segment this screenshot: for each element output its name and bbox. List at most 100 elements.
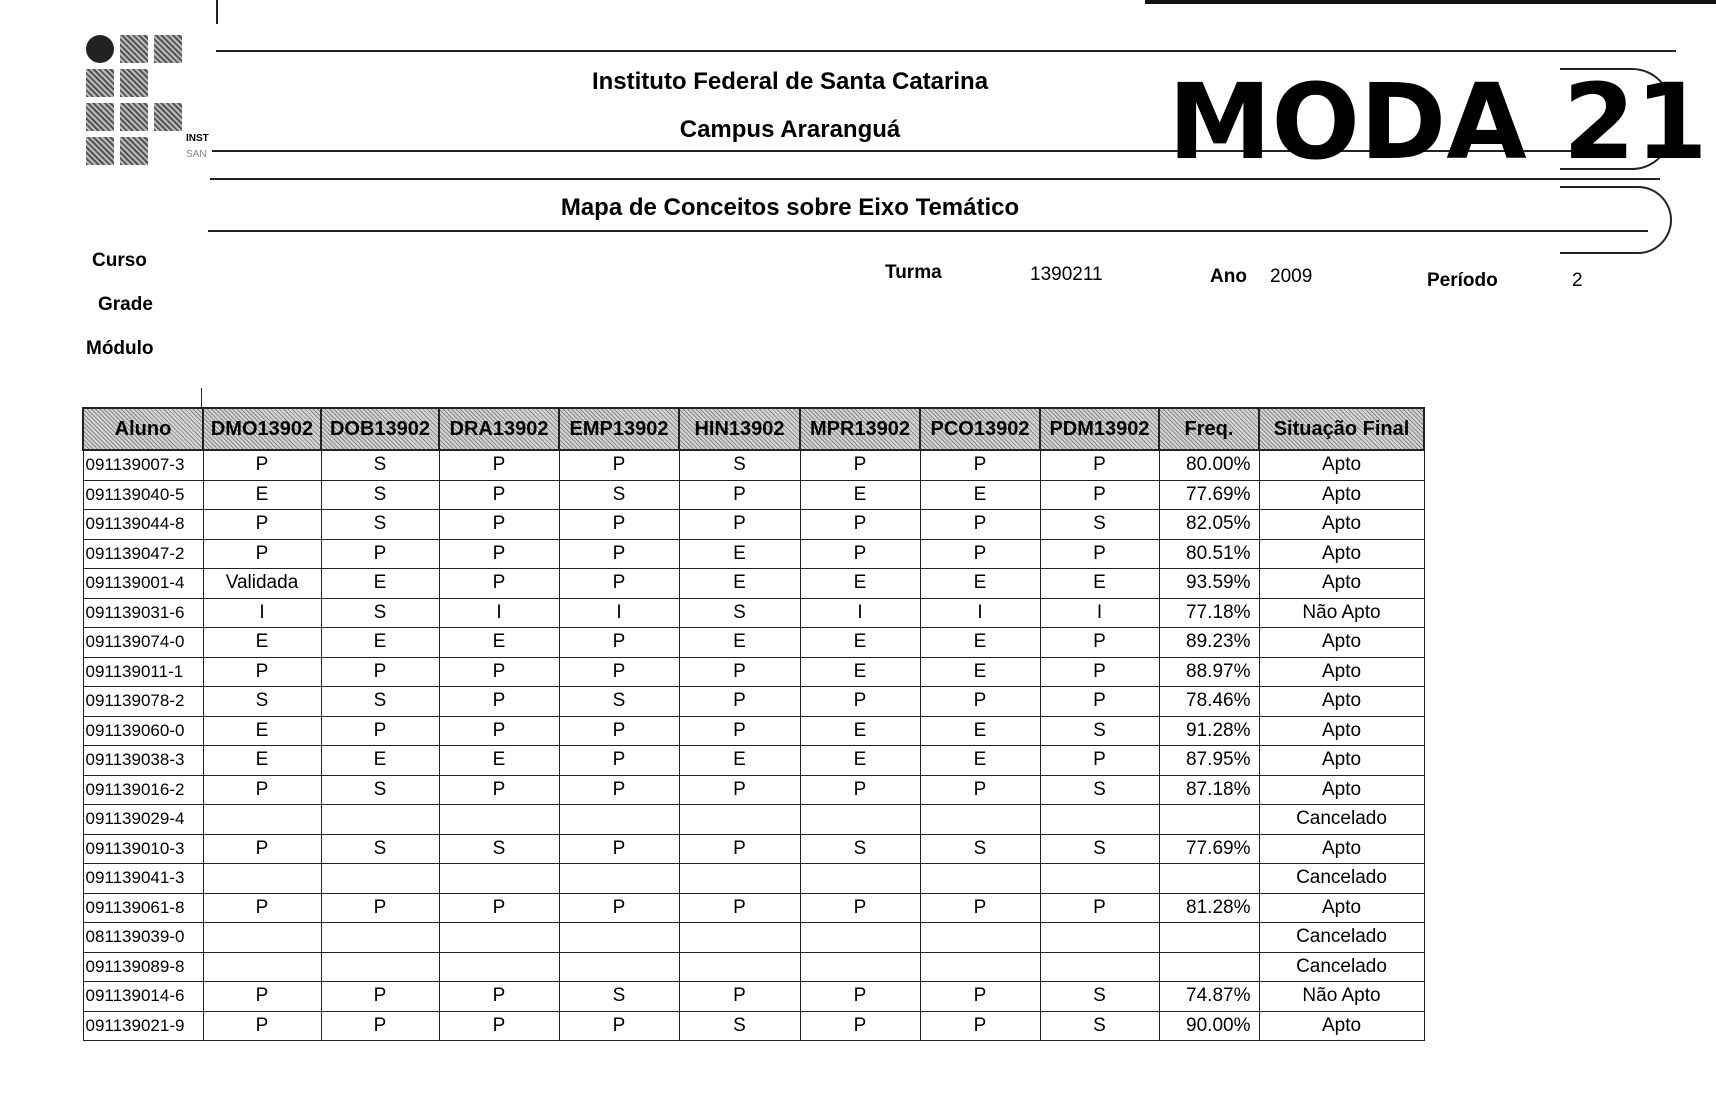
- grade-cell: P: [678, 774, 801, 805]
- frequency-cell: [1158, 922, 1260, 953]
- grade-cell: P: [438, 981, 560, 1012]
- grade-cell: E: [202, 745, 322, 776]
- student-id: 091139060-0: [82, 715, 204, 746]
- grade-cell: P: [799, 538, 921, 569]
- student-id: 091139078-2: [82, 686, 204, 717]
- table-row: 091139014-6 P P P S P P P S 74.87% Não Apto: [82, 981, 1425, 1012]
- table-row: 091139038-3 E E E P E E E P 87.95% Apto: [82, 745, 1425, 776]
- grade-cell: P: [919, 686, 1041, 717]
- turma-value: 1390211: [1030, 264, 1103, 285]
- grade-cell: [202, 922, 322, 953]
- grade-cell: E: [799, 627, 921, 658]
- table-row: 091139029-4 Cancelado: [82, 804, 1425, 835]
- header-frame: [1560, 68, 1672, 170]
- grade-cell: P: [799, 686, 921, 717]
- grade-cell: P: [558, 509, 680, 540]
- grade-cell: [919, 804, 1041, 835]
- grade-cell: P: [438, 656, 560, 687]
- frequency-cell: [1158, 863, 1260, 894]
- grade-cell: P: [438, 774, 560, 805]
- grade-cell: E: [678, 538, 801, 569]
- student-id: 091139010-3: [82, 833, 204, 864]
- table-row: 091139011-1 P P P P P E E P 88.97% Apto: [82, 656, 1425, 687]
- grade-cell: P: [202, 833, 322, 864]
- grade-cell: S: [202, 686, 322, 717]
- grade-cell: [202, 951, 322, 982]
- student-id: 091139016-2: [82, 774, 204, 805]
- grade-cell: P: [919, 1010, 1041, 1041]
- final-status-cell: Apto: [1258, 745, 1425, 776]
- frequency-cell: 90.00%: [1158, 1010, 1260, 1041]
- grade-cell: E: [799, 715, 921, 746]
- institution-logo: INST SAN: [86, 35, 209, 170]
- final-status-cell: Apto: [1258, 509, 1425, 540]
- frequency-cell: 77.69%: [1158, 833, 1260, 864]
- column-header: DRA13902: [438, 407, 560, 451]
- grade-cell: E: [320, 568, 440, 599]
- student-id: 091139011-1: [82, 656, 204, 687]
- grade-cell: P: [202, 656, 322, 687]
- table-row: 091139001-4 Validada E P P E E E E 93.59% Apto: [82, 568, 1425, 599]
- grade-cell: [799, 951, 921, 982]
- grade-cell: P: [202, 1010, 322, 1041]
- frequency-cell: 80.51%: [1158, 538, 1260, 569]
- grade-cell: P: [799, 774, 921, 805]
- grade-cell: E: [919, 479, 1041, 510]
- grade-cell: P: [438, 715, 560, 746]
- student-id: 091139061-8: [82, 892, 204, 923]
- grade-cell: E: [799, 745, 921, 776]
- grade-cell: P: [202, 449, 322, 481]
- grade-cell: I: [438, 597, 560, 628]
- modulo-label: Módulo: [86, 338, 154, 359]
- grade-cell: P: [558, 745, 680, 776]
- final-status-cell: Não Apto: [1258, 597, 1425, 628]
- grade-cell: S: [558, 479, 680, 510]
- student-id: 091139021-9: [82, 1010, 204, 1041]
- grade-cell: S: [799, 833, 921, 864]
- grade-cell: E: [320, 745, 440, 776]
- grade-cell: [799, 863, 921, 894]
- grade-cell: [919, 863, 1041, 894]
- grade-cell: [438, 951, 560, 982]
- grade-cell: P: [558, 715, 680, 746]
- grade-cell: P: [799, 892, 921, 923]
- grade-cell: E: [320, 627, 440, 658]
- final-status-cell: Apto: [1258, 715, 1425, 746]
- report-title: Mapa de Conceitos sobre Eixo Temático: [560, 194, 1020, 221]
- student-id: 091139031-6: [82, 597, 204, 628]
- scan-mark: [216, 0, 218, 24]
- column-header: DMO13902: [202, 407, 322, 451]
- grade-cell: [438, 804, 560, 835]
- grade-cell: P: [678, 981, 801, 1012]
- frequency-cell: [1158, 804, 1260, 835]
- grade-cell: I: [919, 597, 1041, 628]
- final-status-cell: Apto: [1258, 449, 1425, 481]
- frequency-cell: 78.46%: [1158, 686, 1260, 717]
- grade-cell: P: [1039, 656, 1160, 687]
- final-status-cell: Apto: [1258, 538, 1425, 569]
- frequency-cell: [1158, 951, 1260, 982]
- table-row: 091139074-0 E E E P E E E P 89.23% Apto: [82, 627, 1425, 658]
- grade-cell: P: [919, 774, 1041, 805]
- frequency-cell: 89.23%: [1158, 627, 1260, 658]
- frequency-cell: 91.28%: [1158, 715, 1260, 746]
- handwritten-note: MODA 21: [1168, 61, 1708, 183]
- grade-label: Grade: [98, 294, 153, 315]
- table-row: 091139060-0 E P P P P E E S 91.28% Apto: [82, 715, 1425, 746]
- grade-cell: P: [320, 1010, 440, 1041]
- grade-cell: [1039, 922, 1160, 953]
- column-header: Aluno: [82, 407, 204, 451]
- grade-cell: E: [202, 479, 322, 510]
- grade-cell: P: [202, 538, 322, 569]
- final-status-cell: Apto: [1258, 656, 1425, 687]
- grade-cell: P: [799, 1010, 921, 1041]
- table-row: 091139089-8 Cancelado: [82, 951, 1425, 982]
- grade-cell: S: [1039, 981, 1160, 1012]
- final-status-cell: Não Apto: [1258, 981, 1425, 1012]
- frequency-cell: 87.95%: [1158, 745, 1260, 776]
- final-status-cell: Cancelado: [1258, 951, 1425, 982]
- grade-cell: [320, 804, 440, 835]
- grade-cell: [1039, 951, 1160, 982]
- grade-cell: P: [438, 509, 560, 540]
- grade-cell: [1039, 804, 1160, 835]
